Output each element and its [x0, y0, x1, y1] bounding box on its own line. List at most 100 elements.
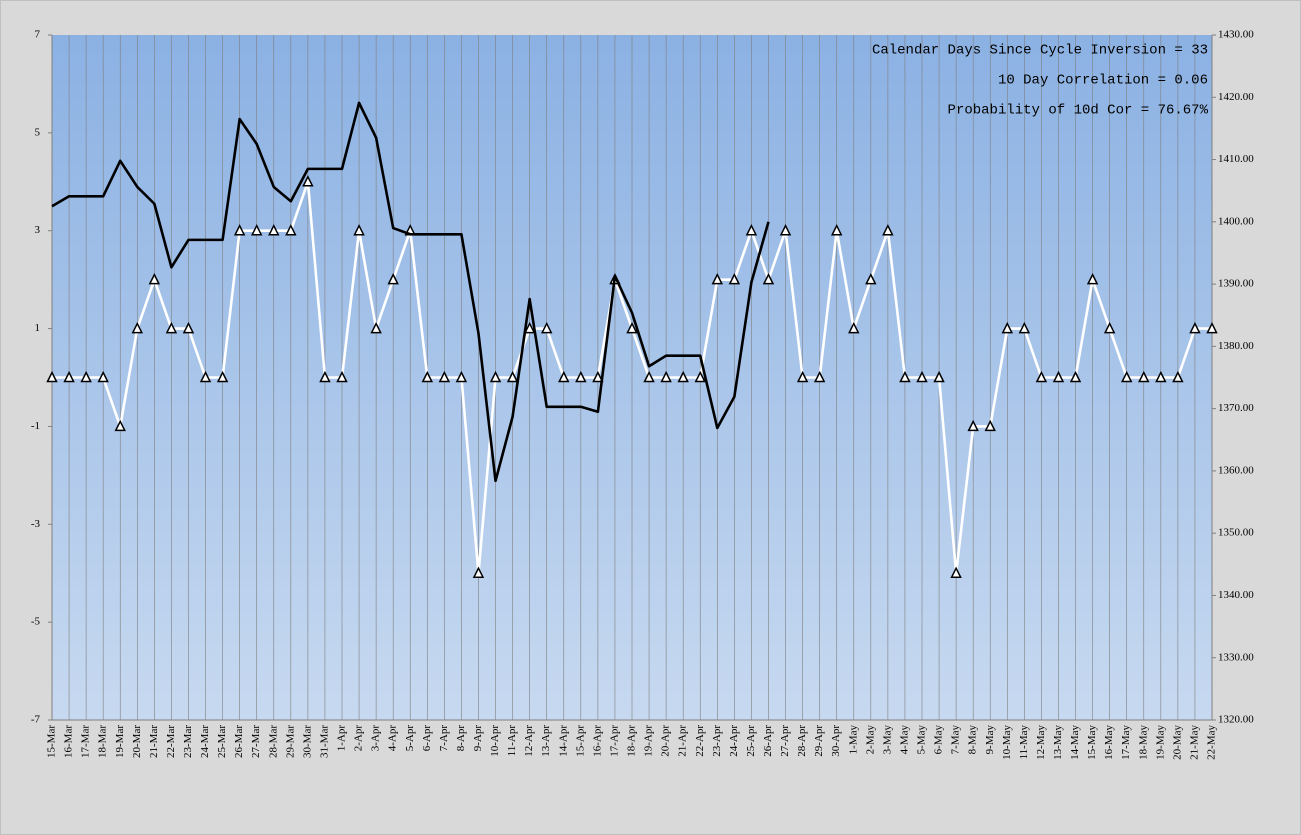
triangle-marker [268, 224, 280, 236]
triangle-marker [46, 370, 58, 383]
triangle-marker [148, 272, 161, 285]
x-tick-label: 18-May [1137, 725, 1149, 760]
triangle-marker [796, 370, 809, 383]
triangle-marker [250, 224, 263, 236]
triangle-marker [899, 370, 911, 383]
y-tick-label: 5 [35, 126, 41, 138]
x-tick-label: 1-May [847, 725, 859, 755]
x-tick-label: 10-Apr [489, 725, 501, 757]
x-tick-label: 22-May [1206, 725, 1218, 760]
y2-tick-label: 1350.00 [1218, 527, 1254, 539]
triangle-marker [1103, 321, 1116, 334]
triangle-marker [643, 370, 655, 383]
triangle-marker [523, 321, 536, 334]
x-tick-label: 17-May [1120, 725, 1132, 760]
x-tick-label: 16-Mar [63, 725, 75, 758]
x-tick-label: 11-May [1018, 725, 1030, 760]
x-tick-label: 14-Apr [557, 725, 569, 757]
y2-tick-label: 1320.00 [1218, 714, 1254, 726]
series-line [51, 101, 770, 483]
x-tick-label: 14-May [1069, 725, 1081, 760]
triangle-marker [660, 370, 672, 383]
y-tick-label: -3 [31, 518, 41, 530]
x-tick-label: 17-Mar [80, 725, 92, 758]
triangle-marker [762, 272, 775, 285]
triangle-marker [489, 370, 502, 383]
x-tick-label: 16-Apr [591, 725, 603, 757]
triangle-marker [933, 370, 945, 383]
y2-tick-label: 1360.00 [1218, 464, 1254, 476]
x-tick-label: 21-Mar [148, 725, 160, 758]
y-tick-label: 7 [35, 29, 41, 41]
y2-tick-label: 1410.00 [1218, 153, 1254, 165]
triangle-marker [319, 370, 331, 383]
triangle-marker [233, 224, 246, 236]
triangle-marker [813, 370, 826, 383]
y2-tick-label: 1370.00 [1218, 402, 1254, 414]
triangle-marker [694, 370, 706, 383]
x-tick-label: 8-May [967, 725, 979, 755]
x-tick-label: 29-Mar [284, 725, 296, 758]
x-tick-label: 26-Mar [233, 725, 245, 758]
x-tick-label: 4-May [898, 725, 910, 755]
y-tick-label: -7 [31, 714, 41, 726]
x-tick-label: 18-Mar [97, 725, 109, 758]
triangle-marker [1189, 321, 1201, 334]
triangle-marker [677, 370, 689, 383]
triangle-marker [370, 321, 382, 334]
x-tick-label: 23-Apr [711, 725, 723, 757]
x-tick-label: 24-Apr [728, 725, 740, 757]
triangle-marker [165, 321, 178, 334]
triangle-marker [1120, 370, 1133, 383]
triangle-marker [80, 370, 92, 383]
triangle-marker [950, 566, 962, 578]
x-tick-label: 18-Apr [626, 725, 638, 757]
y2-tick-label: 1340.00 [1218, 589, 1254, 601]
triangle-marker [1052, 370, 1065, 383]
triangle-marker [848, 321, 860, 334]
triangle-marker [1206, 321, 1218, 334]
triangle-marker [114, 419, 126, 432]
x-tick-label: 19-Mar [114, 725, 126, 758]
triangle-marker [728, 272, 741, 285]
triangle-marker [1138, 370, 1150, 383]
triangle-marker [506, 370, 519, 383]
triangle-marker [745, 224, 758, 236]
triangle-marker [865, 272, 877, 285]
triangle-marker [182, 321, 195, 334]
x-tick-label: 27-Mar [250, 725, 262, 758]
x-tick-label: 5-Apr [404, 725, 416, 752]
x-tick-label: 19-May [1154, 725, 1166, 760]
x-tick-label: 20-Apr [660, 725, 672, 757]
x-tick-label: 10-May [1001, 725, 1013, 760]
x-tick-label: 27-Apr [779, 725, 791, 757]
triangle-marker [711, 272, 724, 285]
x-tick-label: 8-Apr [455, 725, 467, 752]
x-tick-label: 29-Apr [813, 725, 825, 757]
y2-tick-label: 1330.00 [1218, 651, 1254, 663]
x-tick-label: 20-Mar [131, 725, 143, 758]
x-tick-label: 30-Apr [830, 725, 842, 757]
x-tick-label: 15-Mar [46, 725, 58, 758]
y-tick-label: 3 [35, 224, 41, 236]
x-tick-label: 20-May [1171, 725, 1183, 760]
x-tick-label: 23-Mar [182, 725, 194, 758]
x-tick-label: 25-Apr [745, 725, 757, 757]
y2-tick-label: 1420.00 [1218, 91, 1254, 103]
triangle-marker [199, 370, 212, 383]
triangle-marker [592, 370, 604, 383]
triangle-marker [216, 370, 229, 383]
triangle-marker [540, 321, 553, 334]
x-tick-label: 15-May [1086, 725, 1098, 760]
triangle-marker [1018, 321, 1031, 334]
x-tick-label: 24-Mar [199, 725, 211, 758]
x-tick-label: 5-May [916, 725, 928, 755]
annotation: Calendar Days Since Cycle Inversion = 33 [872, 43, 1208, 59]
triangle-marker [558, 370, 570, 383]
triangle-marker [421, 370, 434, 383]
x-tick-label: 31-Mar [318, 725, 330, 758]
x-tick-label: 28-Mar [267, 725, 279, 758]
x-tick-label: 13-Apr [540, 725, 552, 757]
triangle-marker [1172, 370, 1184, 383]
